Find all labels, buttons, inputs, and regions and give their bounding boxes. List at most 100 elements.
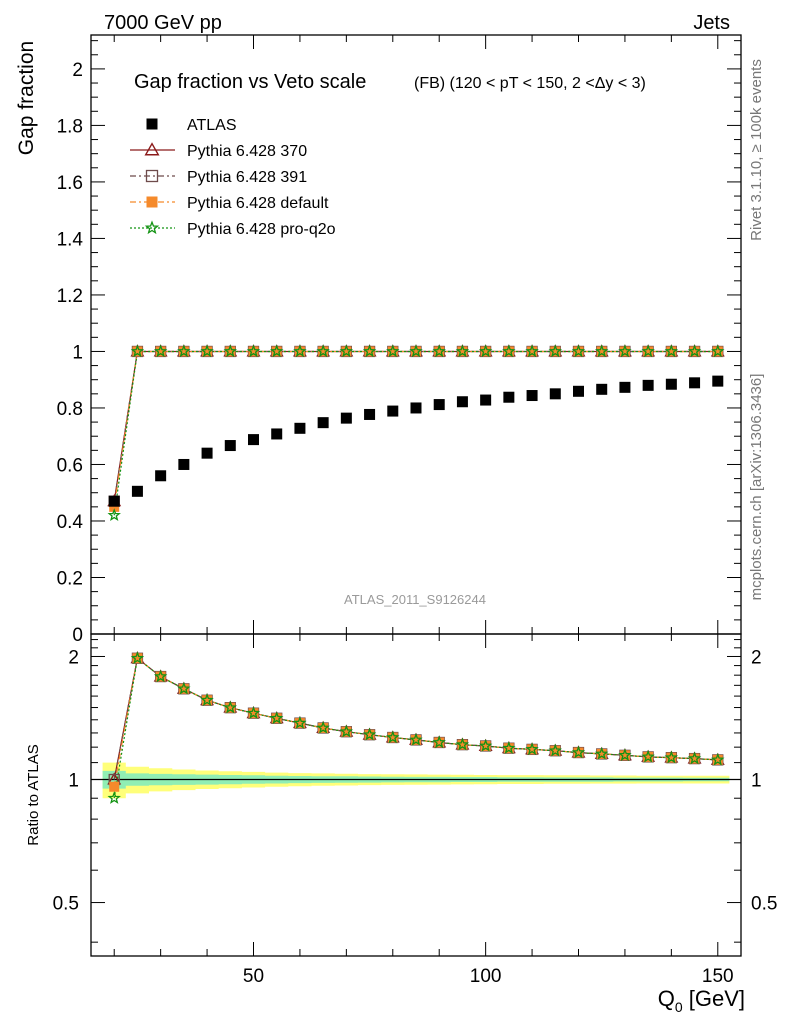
legend-marker [146, 196, 158, 208]
ratio-mc-point [293, 716, 307, 729]
ratio-mc-point [178, 683, 189, 694]
main-mc-point [618, 344, 632, 358]
main-y-tick-label: 0.6 [57, 455, 83, 476]
main-mc-point [409, 344, 423, 358]
main-mc-point [339, 344, 354, 358]
ratio-mc-point [109, 781, 120, 792]
ratio-mc-point [132, 653, 143, 664]
legend-label: Pythia 6.428 default [187, 195, 329, 212]
main-mc-point [480, 346, 491, 357]
main-mc-point [434, 346, 445, 357]
main-mc-point [455, 344, 470, 358]
ratio-mc-point [270, 711, 284, 724]
ratio-mc-point [503, 743, 514, 754]
main-mc-point [387, 346, 398, 357]
ratio-mc-point [571, 745, 586, 759]
main-mc-point [527, 346, 538, 357]
legend-marker [145, 169, 159, 183]
main-mc-point [364, 346, 375, 357]
main-y-tick-label: 0.2 [57, 568, 83, 589]
ratio-y-tick-label-right: 1 [751, 771, 762, 792]
ratio-y-axis-label: Ratio to ATLAS [25, 744, 42, 845]
mcplots-label: mcplots.cern.ch [arXiv:1306.3436] [748, 374, 765, 601]
legend-label: Pythia 6.428 391 [187, 169, 307, 186]
main-mc-point [155, 346, 166, 357]
atlas-data-point [248, 434, 259, 446]
main-series-line [113, 350, 718, 502]
atlas-data-point [155, 470, 167, 482]
ratio-mc-point [202, 695, 213, 706]
atlas-data-point [456, 396, 468, 408]
atlas-data-point [294, 422, 306, 434]
main-mc-point [712, 346, 723, 357]
main-mc-point [457, 346, 468, 357]
atlas-data-point [642, 379, 654, 391]
main-mc-point [664, 344, 679, 358]
legend-marker [144, 142, 160, 156]
main-mc-point [293, 344, 307, 358]
main-series-line [113, 350, 718, 507]
ratio-mc-point [573, 747, 584, 758]
main-mc-point [130, 344, 145, 358]
main-mc-point [225, 346, 236, 357]
main-mc-point [318, 346, 329, 357]
main-y-tick-label: 0.8 [57, 399, 83, 420]
ratio-mc-point [107, 791, 121, 804]
atlas-data-point [364, 408, 376, 420]
ratio-mc-point [271, 713, 282, 724]
main-y-tick-label: 0.4 [57, 512, 84, 533]
x-tick-label: 100 [470, 966, 502, 987]
ratio-mc-point [619, 750, 630, 761]
ratio-mc-point [386, 730, 400, 744]
atlas-data-point [619, 381, 631, 393]
main-series-line [113, 350, 718, 516]
main-mc-point [411, 346, 421, 357]
main-y-tick-label: 0 [72, 625, 83, 646]
ratio-mc-point [618, 748, 632, 762]
legend-label: Pythia 6.428 370 [187, 143, 307, 160]
ratio-mc-point [248, 708, 259, 719]
ratio-mc-point [527, 744, 538, 755]
atlas-data-point [340, 412, 352, 424]
main-mc-point [666, 346, 677, 357]
ratio-mc-point [664, 750, 679, 764]
main-mc-point [548, 344, 562, 358]
main-mc-point [503, 346, 514, 357]
main-series-line [113, 350, 718, 502]
atlas-data-point [480, 394, 492, 406]
ratio-mc-point [712, 754, 723, 765]
main-mc-point [246, 344, 261, 358]
ratio-mc-point [478, 738, 493, 752]
ratio-panel: 0.5 0.5 1 1 2 2 50 100 150 [53, 633, 777, 987]
ratio-mc-point [362, 727, 377, 741]
legend-marker [144, 220, 160, 235]
main-mc-point [270, 344, 284, 358]
main-mc-point [153, 344, 168, 358]
ratio-mc-point [457, 739, 468, 750]
atlas-data-point [433, 399, 445, 411]
main-mc-point [687, 344, 702, 358]
ratio-frame [90, 633, 742, 957]
ratio-mc-point [502, 741, 516, 754]
header-right: Jets [693, 12, 730, 34]
main-mc-point [641, 344, 655, 358]
chart-subtitle: (FB) (120 < pT < 150, 2 <Δy < 3) [414, 75, 646, 92]
atlas-data-point [317, 417, 329, 429]
main-mc-point [109, 501, 120, 512]
main-y-tick-label: 2 [72, 60, 83, 81]
ratio-mc-point [409, 732, 423, 746]
main-mc-point [478, 344, 493, 358]
main-mc-point [316, 344, 330, 358]
ratio-mc-point [225, 702, 236, 713]
atlas-data-point [178, 458, 190, 470]
main-mc-point [223, 344, 237, 358]
ratio-y-tick-label-right: 2 [751, 647, 762, 668]
ratio-mc-point [455, 737, 470, 751]
main-mc-point [689, 346, 700, 357]
main-y-tick-label: 1.6 [57, 173, 83, 194]
ratio-mc-point [364, 729, 375, 740]
main-mc-point [502, 344, 516, 358]
ratio-mc-point [200, 693, 214, 706]
x-axis-label: Q0 [GeV] [658, 986, 745, 1015]
